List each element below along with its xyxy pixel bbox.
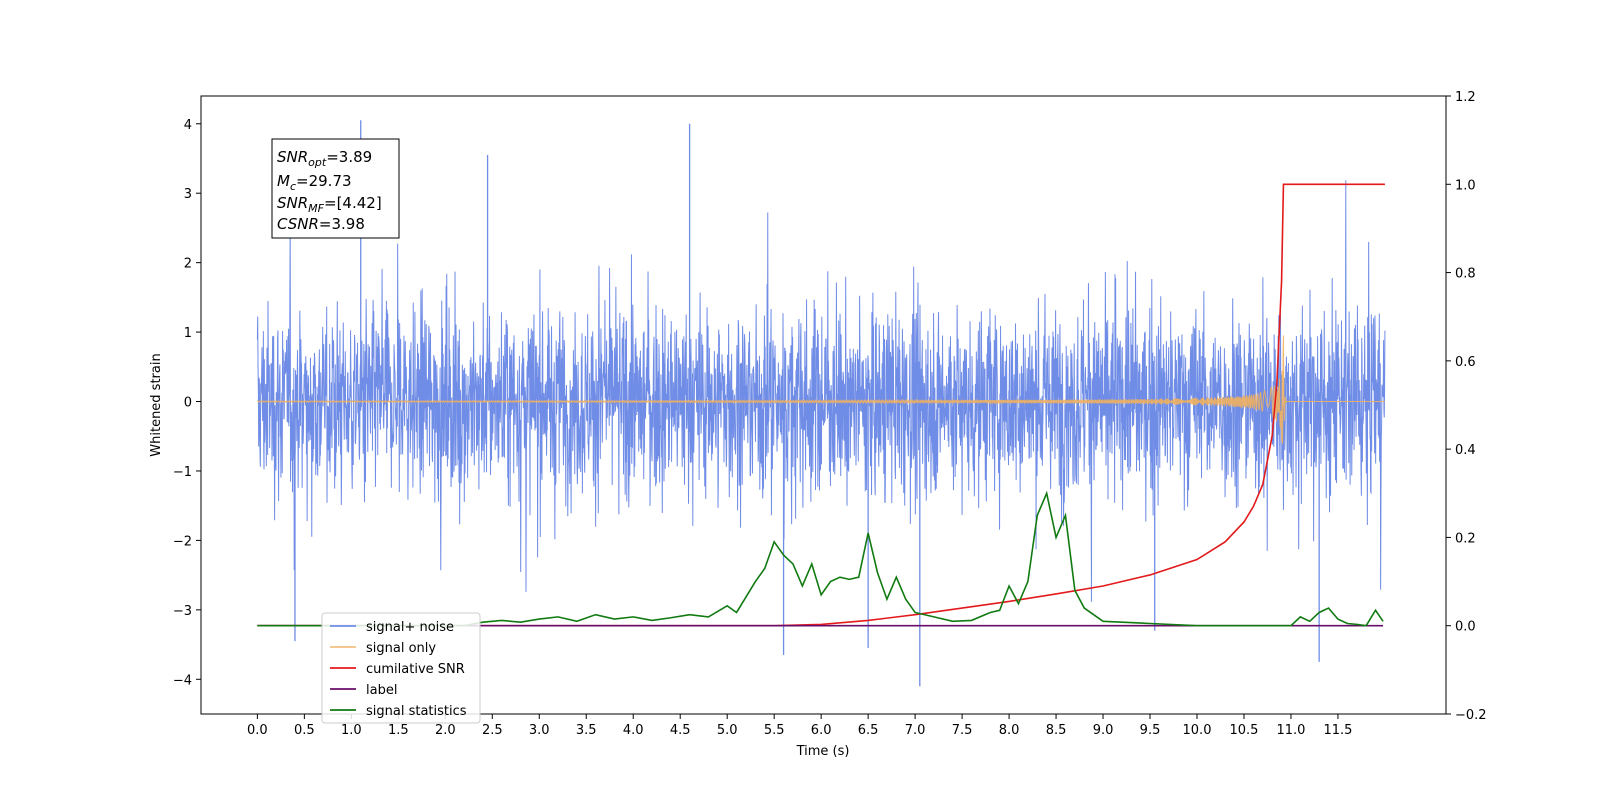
annotation-csnr: CSNR=3.98 [277,215,365,233]
axes-frame [200,95,1447,715]
x-tick-label: 9.5 [1140,723,1161,738]
annotation-box: SNRopt=3.89 Mc=29.73 SNRMF=[4.42] CSNR=3… [271,138,400,239]
y-axis-label: Whitened strain [149,353,164,456]
legend: signal+ noise signal only cumilative SNR la… [321,612,481,724]
y-axis-ticks: −4 −3 −2 −1 0 1 2 3 4 [173,118,201,688]
series-signal-statistics-line [257,490,1384,627]
x-axis-ticks: 0.0 0.5 1.0 1.5 2.0 2.5 3.0 3.5 4.0 4.5 5.0 5.5 6.0 6… [247,714,1352,738]
y2-tick-label: −0.2 [1455,708,1487,723]
y-tick-label: 4 [184,118,192,133]
x-tick-label: 3.5 [576,723,597,738]
x-tick-label: 3.0 [529,723,550,738]
x-tick-label: 7.0 [905,723,926,738]
y2-tick-label: 0.2 [1455,531,1476,546]
legend-label: label [366,683,397,698]
x-tick-label: 11.0 [1276,723,1305,738]
y-tick-label: −4 [173,673,192,688]
legend-label: signal statistics [366,704,467,719]
y-tick-label: 0 [184,396,192,411]
x-tick-label: 10.0 [1183,723,1212,738]
x-tick-label: 4.5 [670,723,691,738]
y2-tick-label: 1.0 [1455,178,1476,193]
y2-tick-label: 1.2 [1455,90,1476,105]
annotation-snr-opt: SNRopt=3.89 [277,148,372,169]
x-tick-label: 1.0 [341,723,362,738]
legend-label: signal only [366,641,436,656]
x-tick-label: 1.5 [388,723,409,738]
legend-label: cumilative SNR [366,662,465,677]
y2-axis-ticks: −0.2 0.0 0.2 0.4 0.6 0.8 1.0 1.2 [1446,90,1487,723]
x-tick-label: 5.0 [717,723,738,738]
legend-label: signal+ noise [366,620,454,635]
y2-tick-label: 0.4 [1455,443,1476,458]
y-tick-label: −1 [173,465,192,480]
series-signal-only-line [257,335,1385,445]
y-tick-label: 1 [184,326,192,341]
x-axis-label: Time (s) [796,744,850,759]
x-tick-label: 2.5 [482,723,503,738]
y-tick-label: 2 [184,257,192,272]
x-tick-label: 8.0 [999,723,1020,738]
x-tick-label: 4.0 [623,723,644,738]
x-tick-label: 2.0 [435,723,456,738]
y-tick-label: 3 [184,187,192,202]
x-tick-label: 0.5 [294,723,315,738]
x-tick-label: 8.5 [1046,723,1067,738]
y2-tick-label: 0.8 [1455,267,1476,282]
x-tick-label: 6.0 [811,723,832,738]
x-tick-label: 10.5 [1230,723,1259,738]
y-tick-label: −2 [173,534,192,549]
x-tick-label: 6.5 [858,723,879,738]
y-tick-label: −3 [173,604,192,619]
series-cumilative-snr-line [257,183,1385,627]
y2-tick-label: 0.6 [1455,355,1476,370]
x-tick-label: 11.5 [1323,723,1352,738]
annotation-chirp-mass: Mc=29.73 [277,172,352,193]
x-tick-label: 7.5 [952,723,973,738]
x-tick-label: 0.0 [247,723,268,738]
plot-area [256,120,1386,687]
series-signal-noise-line [256,180,1386,602]
y2-tick-label: 0.0 [1455,620,1476,635]
annotation-snr-mf: SNRMF=[4.42] [277,194,382,215]
x-tick-label: 5.5 [764,723,785,738]
x-tick-label: 9.0 [1093,723,1114,738]
